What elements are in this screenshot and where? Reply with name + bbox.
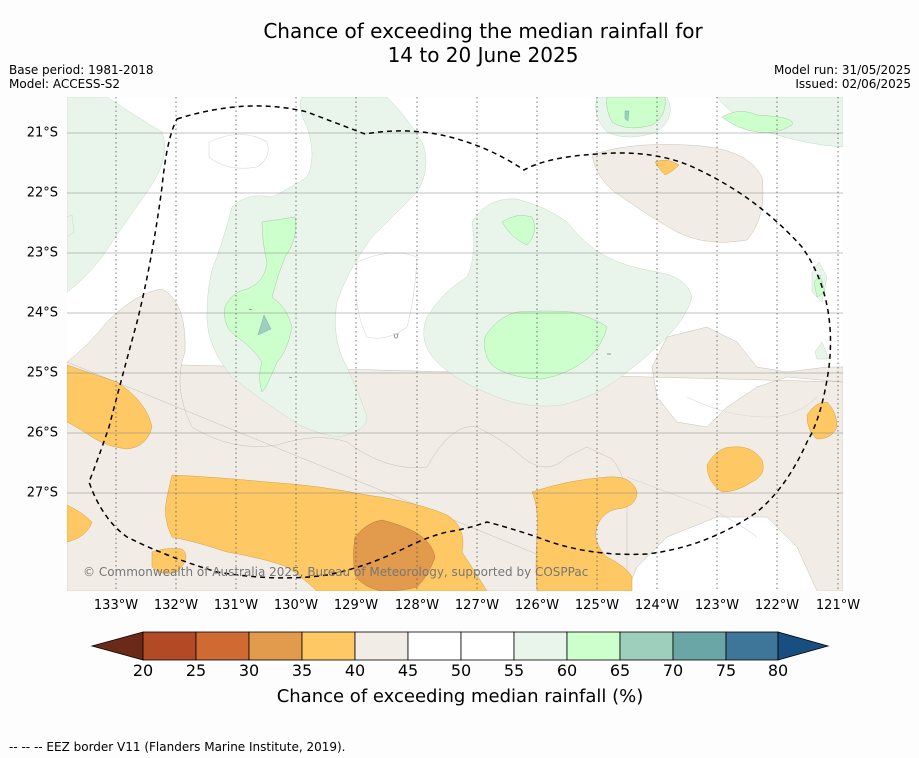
map-title-line-2: 14 to 20 June 2025 — [387, 43, 579, 67]
y-tick-label: 24°S — [26, 305, 58, 321]
x-tick-label: 132°W — [153, 598, 199, 613]
model-text: Model: ACCESS-S2 — [9, 77, 121, 91]
colorbar-tick: 75 — [715, 661, 737, 680]
x-tick-label: 133°W — [93, 598, 139, 613]
x-tick-label: 122°W — [754, 598, 800, 613]
map-title-line-1: Chance of exceeding the median rainfall … — [263, 19, 703, 43]
colorbar-tick: 65 — [609, 661, 631, 680]
eez-footnote: -- -- -- EEZ border V11 (Flanders Marine… — [9, 740, 346, 754]
colorbar-swatch — [619, 631, 674, 661]
colorbar-swatch — [301, 631, 356, 661]
base-period-text: Base period: 1981-2018 — [9, 63, 154, 77]
colorbar-swatch — [195, 631, 250, 661]
band-30-35 — [353, 519, 436, 591]
colorbar-swatch — [566, 631, 621, 661]
lat-gridlines — [67, 132, 843, 494]
band-65-70 — [257, 110, 630, 336]
colorbar-label: Chance of exceeding median rainfall (%) — [276, 686, 644, 707]
copyright-text: © Commonwealth of Australia 2025, Bureau… — [83, 565, 589, 579]
rainfall-probability-map — [67, 97, 843, 591]
colorbar-swatch — [672, 631, 727, 661]
colorbar-swatch — [248, 631, 303, 661]
colorbar-tick: 60 — [556, 661, 578, 680]
colorbar-tick: 45 — [397, 661, 419, 680]
colorbar-swatch — [407, 631, 462, 661]
eez-border-line — [88, 105, 832, 579]
x-tick-label: 124°W — [634, 598, 680, 613]
y-tick-label: 27°S — [26, 485, 58, 501]
colorbar-tick: 35 — [291, 661, 313, 680]
contour-lines — [208, 134, 818, 538]
y-tick-label: 23°S — [26, 245, 58, 261]
y-tick-label: 21°S — [26, 125, 58, 141]
colorbar-swatch — [513, 631, 568, 661]
colorbar-tick: 40 — [344, 661, 366, 680]
colorbar-extend-low — [90, 631, 144, 661]
y-tick-label: 26°S — [26, 425, 58, 441]
colorbar-swatch — [142, 631, 197, 661]
x-tick-label: 129°W — [333, 598, 379, 613]
issued-text: Issued: 02/06/2025 — [795, 77, 911, 91]
model-run-text: Model run: 31/05/2025 — [773, 63, 911, 77]
colorbar-swatch — [354, 631, 409, 661]
x-tick-label: 128°W — [394, 598, 440, 613]
colorbar-tick: 20 — [132, 661, 154, 680]
colorbar-tick: 25 — [185, 661, 207, 680]
x-tick-label: 125°W — [574, 598, 620, 613]
band-60-65 — [224, 97, 826, 393]
colorbar-tick: 50 — [450, 661, 472, 680]
colorbar-tick: 70 — [662, 661, 684, 680]
x-tick-label: 131°W — [213, 598, 259, 613]
y-tick-label: 25°S — [26, 365, 58, 381]
colorbar — [90, 631, 830, 661]
colorbar-tick: 80 — [767, 661, 789, 680]
colorbar-tick: 30 — [238, 661, 260, 680]
x-tick-label: 121°W — [815, 598, 861, 613]
x-tick-label: 130°W — [273, 598, 319, 613]
y-tick-label: 22°S — [26, 185, 58, 201]
minor-contours — [248, 308, 611, 379]
colorbar-tick: 55 — [503, 661, 525, 680]
colorbar-extend-high — [777, 631, 830, 661]
x-tick-label: 126°W — [514, 598, 560, 613]
x-tick-label: 127°W — [454, 598, 500, 613]
x-tick-label: 123°W — [694, 598, 740, 613]
colorbar-swatch — [460, 631, 515, 661]
colorbar-swatch — [725, 631, 779, 661]
meta-left: Base period: 1981-2018 Model: ACCESS-S2 — [9, 63, 154, 91]
meta-right: Model run: 31/05/2025 Issued: 02/06/2025 — [774, 63, 911, 91]
